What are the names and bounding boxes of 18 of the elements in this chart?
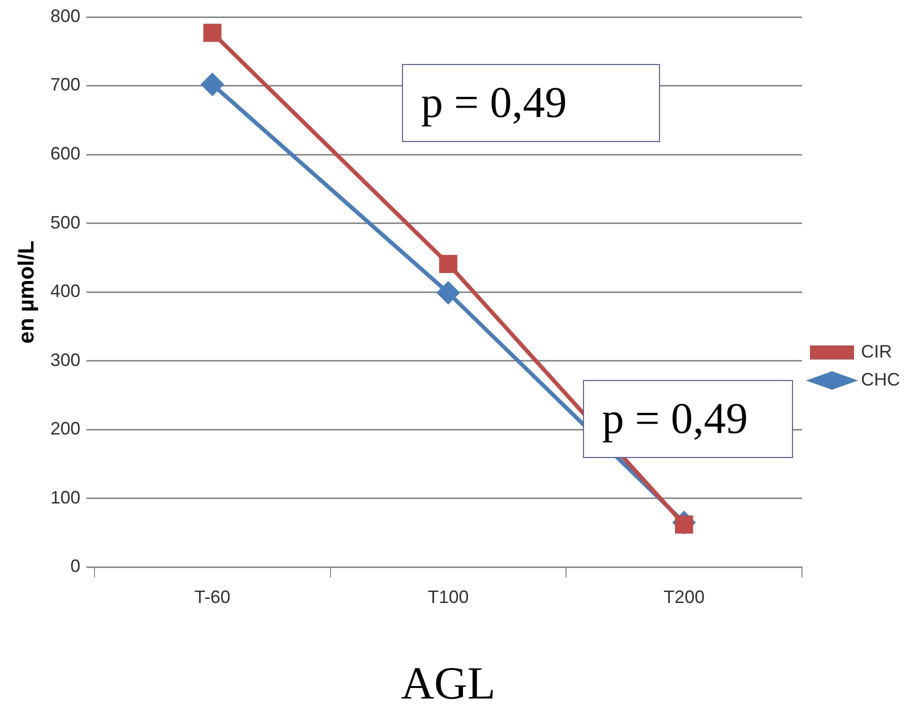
y-tick-label: 800	[50, 6, 80, 26]
legend-label: CHC	[861, 369, 900, 390]
y-tick-label: 100	[50, 487, 80, 508]
y-tick-label: 200	[50, 418, 80, 439]
x-tick-label: T100	[428, 586, 469, 607]
y-tick-label: 400	[50, 281, 80, 302]
annotation: p = 0,49	[583, 380, 793, 458]
x-tick-label: T200	[664, 586, 705, 607]
annotation: p = 0,49	[402, 64, 660, 142]
y-tick-label: 500	[50, 212, 80, 232]
x-tick-label: T-60	[194, 586, 230, 607]
y-tick-label: 700	[50, 74, 80, 95]
y-tick-label: 0	[70, 556, 80, 576]
y-axis-title: en µmol/L	[13, 240, 38, 344]
y-tick-label: 300	[50, 350, 80, 370]
y-tick-label: 600	[50, 144, 80, 164]
legend-label: CIR	[861, 341, 892, 362]
x-axis-title: AGL	[400, 657, 496, 708]
